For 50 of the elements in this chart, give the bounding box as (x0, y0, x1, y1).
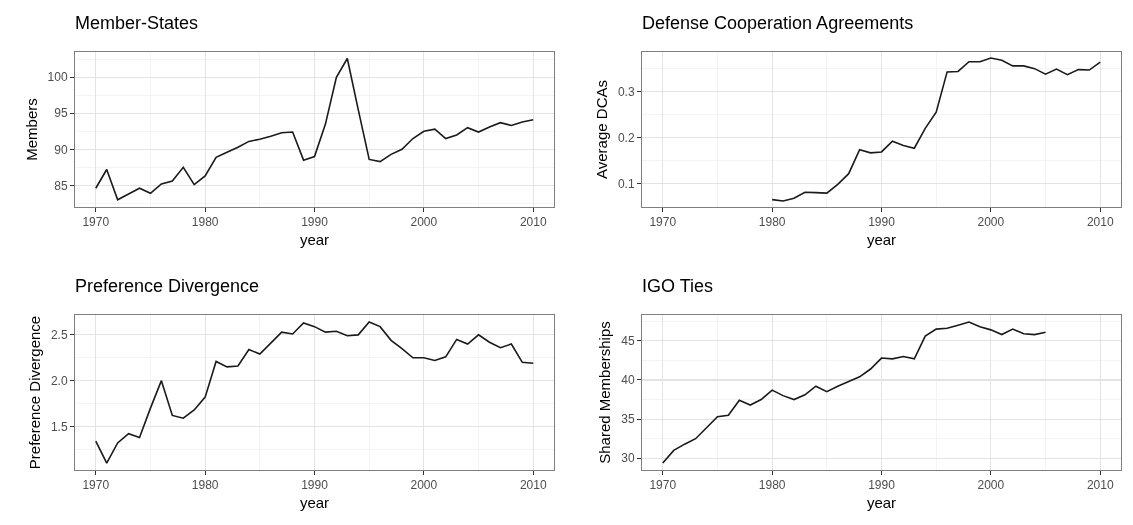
x-tick-label: 2000 (410, 215, 438, 230)
line-series (94, 321, 535, 464)
x-tick-label: 1970 (82, 478, 110, 493)
y-axis-title: Average DCAs (593, 80, 611, 179)
x-tick-label: 1990 (301, 478, 329, 493)
x-tick-label: 2000 (977, 215, 1005, 230)
y-tick-label: 2.5 (50, 328, 68, 343)
y-tick-label: 85 (54, 178, 68, 193)
x-tick-label: 1990 (301, 215, 329, 230)
y-tick-label: 0.3 (617, 84, 635, 99)
x-tick-label: 2010 (519, 478, 547, 493)
x-axis-title: year (866, 494, 897, 512)
y-tick-label: 30 (621, 451, 635, 466)
y-tick-label: 45 (621, 334, 635, 349)
x-tick-label: 1990 (868, 215, 896, 230)
line-series (661, 321, 1047, 464)
y-tick-label: 0.2 (617, 130, 635, 145)
x-tick-label: 2010 (1086, 478, 1114, 493)
y-axis-title: Shared Memberships (596, 321, 614, 464)
chart-title: Preference Divergence (75, 275, 260, 296)
x-tick-label: 2010 (519, 215, 547, 230)
y-tick-label: 35 (621, 412, 635, 427)
x-axis-title: year (299, 494, 330, 512)
line-series (94, 57, 535, 201)
y-tick-label: 95 (54, 106, 68, 121)
chart-title: Defense Cooperation Agreements (642, 12, 914, 33)
x-tick-label: 2000 (977, 478, 1005, 493)
x-tick-label: 1980 (758, 215, 786, 230)
x-tick-label: 1970 (82, 215, 110, 230)
chart-title: IGO Ties (642, 275, 714, 296)
x-tick-label: 1990 (868, 478, 896, 493)
x-tick-label: 2010 (1086, 215, 1114, 230)
line-series (771, 57, 1102, 202)
y-tick-label: 40 (621, 373, 635, 388)
y-tick-label: 1.5 (50, 419, 68, 434)
x-axis-title: year (866, 231, 897, 249)
x-axis-title: year (299, 231, 330, 249)
x-tick-label: 1980 (758, 478, 786, 493)
y-axis-title: Preference Divergence (26, 315, 44, 470)
y-tick-label: 2.0 (50, 373, 68, 388)
x-tick-label: 1970 (649, 215, 677, 230)
y-tick-label: 100 (47, 70, 68, 85)
x-tick-label: 2000 (410, 478, 438, 493)
x-tick-label: 1980 (191, 215, 219, 230)
y-tick-label: 0.1 (617, 177, 635, 192)
x-tick-label: 1970 (649, 478, 677, 493)
y-tick-label: 90 (54, 142, 68, 157)
chart-title: Member-States (75, 12, 199, 33)
y-axis-title: Members (22, 98, 40, 161)
x-tick-label: 1980 (191, 478, 219, 493)
